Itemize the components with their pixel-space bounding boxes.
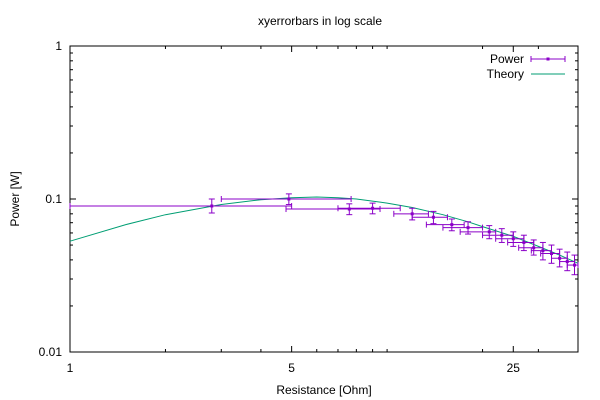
legend-power-marker — [546, 57, 550, 61]
data-point-marker — [500, 233, 504, 237]
data-point-marker — [541, 249, 545, 253]
data-point — [393, 207, 429, 221]
data-point-marker — [287, 197, 291, 201]
data-point — [495, 231, 525, 247]
data-point — [220, 193, 352, 206]
data-point-marker — [558, 256, 562, 260]
x-axis-label: Resistance [Ohm] — [276, 383, 371, 397]
x-tick-label: 1 — [67, 361, 74, 375]
data-point-marker — [532, 246, 536, 250]
data-point-marker — [487, 230, 491, 234]
data-point-marker — [347, 207, 351, 211]
data-point-marker — [410, 212, 414, 216]
data-point — [507, 234, 535, 252]
data-point-marker — [210, 204, 214, 208]
legend-theory-label: Theory — [487, 67, 524, 81]
legend-power-label: Power — [490, 52, 524, 66]
legend: Power Theory — [487, 52, 566, 81]
y-axis: 0.01 0.1 1 — [39, 39, 578, 359]
data-point-marker — [371, 206, 375, 210]
data-point — [411, 210, 448, 225]
y-tick-label: 0.01 — [39, 345, 63, 359]
x-axis: 1 5 25 — [67, 46, 579, 375]
data-point-marker — [522, 240, 526, 244]
data-point-marker — [511, 237, 515, 241]
legend-power-sample — [530, 56, 566, 62]
data-point — [566, 254, 579, 276]
data-point-marker — [450, 223, 454, 227]
data-point — [337, 202, 401, 215]
data-point — [285, 203, 381, 216]
data-point — [459, 225, 497, 240]
data-point — [551, 248, 568, 268]
y-tick-label: 1 — [55, 39, 62, 53]
y-tick-label: 0.1 — [45, 192, 62, 206]
data-point — [69, 198, 293, 214]
chart-title: xyerrorbars in log scale — [258, 14, 382, 28]
data-point — [482, 228, 514, 243]
data-point-marker — [550, 252, 554, 256]
y-axis-label: Power [W] — [8, 171, 22, 226]
x-tick-label: 25 — [507, 361, 521, 375]
data-point — [425, 218, 465, 232]
data-point-marker — [573, 263, 577, 267]
data-point — [442, 221, 484, 235]
x-tick-label: 5 — [288, 361, 295, 375]
data-point-marker — [431, 215, 435, 219]
data-point-marker — [565, 260, 569, 264]
power-series — [69, 193, 579, 276]
data-point-marker — [466, 226, 470, 230]
